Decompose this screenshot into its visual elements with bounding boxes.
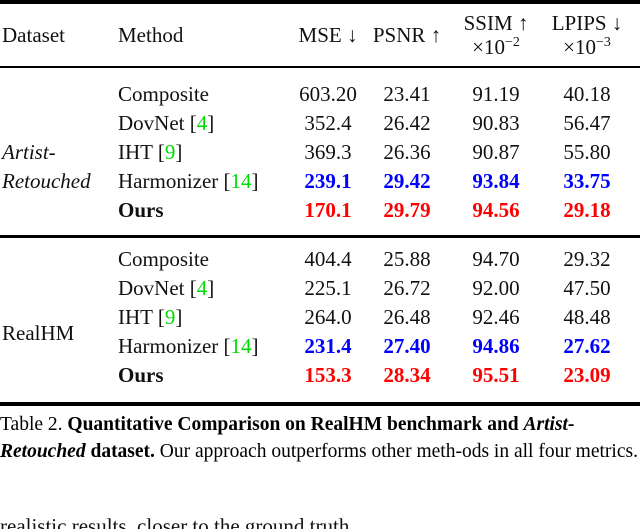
table-row: DovNet [4] 225.1 26.72 92.00 47.50 (0, 274, 640, 303)
lpips-value: 40.18 (563, 82, 611, 106)
caption-bold-dataset-word: dataset. (85, 440, 155, 462)
table-header-row: Dataset Method MSE ↓ PSNR ↑ SSIM ↑ ×10−2… (0, 4, 640, 66)
method-cell: DovNet [4] (118, 276, 215, 300)
table-row: Composite 603.20 23.41 91.19 40.18 (0, 80, 640, 109)
citation-link[interactable]: 4 (196, 111, 208, 135)
header-ssim-scale: ×10−2 (472, 35, 520, 59)
caption-label: Table 2. (0, 414, 68, 435)
header-method: Method (118, 22, 184, 47)
lpips-value: 33.75 (563, 169, 611, 193)
psnr-value: 26.42 (383, 111, 431, 135)
header-lpips-metric: LPIPS ↓ (551, 11, 623, 35)
caption-text-1: Our approach outperforms other meth- (154, 440, 462, 462)
method-cell: Harmonizer [14] (118, 334, 259, 358)
table-row: Composite 404.4 25.88 94.70 29.32 (0, 245, 640, 274)
dataset-label-artist-line1: Artist- (2, 140, 56, 164)
header-mse: MSE ↓ (298, 22, 358, 47)
citation-link[interactable]: 4 (196, 276, 208, 300)
mse-value: 603.20 (299, 82, 357, 106)
lpips-value: 29.18 (563, 198, 611, 222)
psnr-value: 27.40 (383, 334, 431, 358)
psnr-value: 29.42 (383, 169, 431, 193)
ssim-value: 95.51 (472, 363, 520, 387)
ssim-value: 91.19 (472, 82, 520, 106)
method-cell: Ours (118, 363, 164, 387)
caption-text-2: ods in all four metrics. (461, 440, 638, 462)
citation-link[interactable]: 14 (230, 334, 252, 358)
citation-link[interactable]: 14 (230, 169, 252, 193)
lpips-value: 29.32 (563, 247, 611, 271)
table-top-rule (0, 0, 640, 4)
mse-value: 264.0 (304, 305, 352, 329)
mse-value: 170.1 (304, 198, 352, 222)
header-ssim: SSIM ↑ ×10−2 (446, 11, 546, 59)
table-row-second-best: Harmonizer [14] 231.4 27.40 94.86 27.62 (0, 332, 640, 361)
psnr-value: 26.48 (383, 305, 431, 329)
header-ssim-metric: SSIM ↑ (463, 11, 529, 35)
header-psnr: PSNR ↑ (372, 22, 442, 47)
method-cell: Ours (118, 198, 164, 222)
method-cell: Composite (118, 82, 210, 106)
method-cell: Harmonizer [14] (118, 169, 259, 193)
psnr-value: 26.72 (383, 276, 431, 300)
citation-link[interactable]: 9 (164, 305, 176, 329)
lpips-value: 56.47 (563, 111, 611, 135)
mse-value: 153.3 (304, 363, 352, 387)
table-caption: Table 2. Quantitative Comparison on Real… (0, 412, 640, 465)
ssim-value: 92.46 (472, 305, 520, 329)
lpips-value: 47.50 (563, 276, 611, 300)
mse-value: 352.4 (304, 111, 352, 135)
header-lpips: LPIPS ↓ ×10−3 (546, 11, 628, 59)
table-row: IHT [9] 369.3 26.36 90.87 55.80 (0, 138, 640, 167)
mse-value: 239.1 (304, 169, 352, 193)
mse-value: 225.1 (304, 276, 352, 300)
ssim-value: 90.83 (472, 111, 520, 135)
lpips-value: 48.48 (563, 305, 611, 329)
lpips-value: 23.09 (563, 363, 611, 387)
table-row-ours: Ours 153.3 28.34 95.51 23.09 (0, 361, 640, 390)
method-cell: Composite (118, 247, 210, 271)
header-dataset: Dataset (2, 22, 65, 47)
header-lpips-scale: ×10−3 (563, 35, 611, 59)
body-text-clipped-line: realistic results, closer to the ground … (0, 514, 350, 529)
mse-value: 404.4 (304, 247, 352, 271)
ssim-value: 90.87 (472, 140, 520, 164)
dataset-label-artist-line2: Retouched (2, 169, 91, 193)
ssim-value: 94.70 (472, 247, 520, 271)
dataset-label-realhm: RealHM (2, 321, 75, 345)
caption-bold-italic-dataset: Artist-Retouched (0, 414, 575, 462)
psnr-value: 23.41 (383, 82, 431, 106)
table-row-second-best: Harmonizer [14] 239.1 29.42 93.84 33.75 (0, 167, 640, 196)
header-bottom-rule (0, 66, 640, 68)
citation-link[interactable]: 9 (164, 140, 176, 164)
caption-bold-title: Quantitative Comparison on RealHM benchm… (67, 414, 519, 435)
table-row-ours: Ours 170.1 29.79 94.56 29.18 (0, 196, 640, 225)
mid-rule (0, 235, 640, 238)
psnr-value: 28.34 (383, 363, 431, 387)
ssim-value: 94.56 (472, 198, 520, 222)
method-cell: IHT [9] (118, 140, 183, 164)
psnr-value: 26.36 (383, 140, 431, 164)
table-row: IHT [9] 264.0 26.48 92.46 48.48 (0, 303, 640, 332)
lpips-value: 27.62 (563, 334, 611, 358)
ssim-value: 94.86 (472, 334, 520, 358)
lpips-value: 55.80 (563, 140, 611, 164)
psnr-value: 25.88 (383, 247, 431, 271)
method-cell: IHT [9] (118, 305, 183, 329)
ssim-value: 92.00 (472, 276, 520, 300)
mse-value: 369.3 (304, 140, 352, 164)
method-cell: DovNet [4] (118, 111, 215, 135)
table-bottom-rule (0, 402, 640, 406)
ssim-value: 93.84 (472, 169, 520, 193)
table-row: DovNet [4] 352.4 26.42 90.83 56.47 (0, 109, 640, 138)
psnr-value: 29.79 (383, 198, 431, 222)
mse-value: 231.4 (304, 334, 352, 358)
